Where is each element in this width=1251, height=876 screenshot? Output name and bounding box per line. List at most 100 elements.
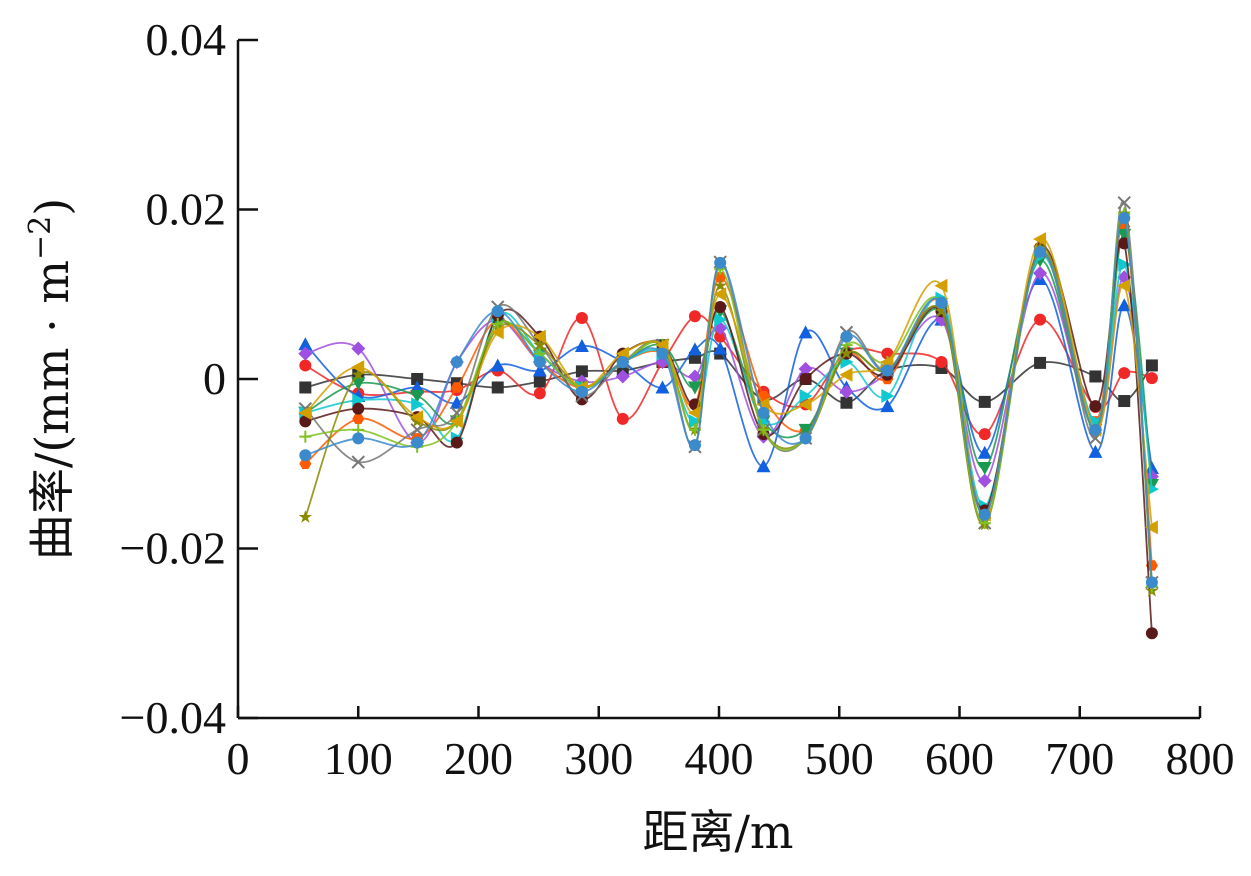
axes-layer: 0 100 200 300 400 500 600 700 800 0.04 0.02 0 −0.02 −…	[120, 14, 1235, 784]
x-tick-label: 700	[1045, 733, 1114, 784]
data-point	[798, 423, 813, 437]
data-point	[410, 423, 424, 437]
data-point	[978, 428, 991, 441]
data-point	[533, 356, 546, 369]
data-point	[533, 338, 547, 351]
data-point	[978, 508, 991, 521]
x-tick-label: 500	[805, 733, 874, 784]
x-tick-label: 300	[564, 733, 633, 784]
data-point	[1088, 444, 1103, 458]
data-point	[299, 381, 312, 394]
data-point	[935, 356, 948, 369]
data-point	[757, 423, 770, 436]
data-point	[1089, 423, 1102, 436]
data-point	[935, 296, 948, 309]
x-tick-label: 200	[444, 733, 513, 784]
data-point	[298, 405, 312, 420]
data-point	[616, 356, 629, 369]
data-point	[351, 377, 366, 391]
data-point	[491, 305, 504, 318]
data-point	[713, 287, 727, 302]
data-point	[1089, 400, 1102, 413]
data-point	[411, 373, 424, 385]
data-point	[1145, 576, 1158, 589]
data-point	[1145, 627, 1158, 640]
data-point	[713, 278, 727, 292]
series-line	[304, 210, 1153, 591]
y-tick-label: −0.04	[120, 692, 226, 743]
data-point	[1144, 520, 1158, 535]
data-point	[351, 360, 365, 375]
data-point	[881, 347, 894, 360]
data-point	[977, 473, 992, 488]
y-tick-label: 0.02	[146, 184, 227, 235]
data-point	[1034, 313, 1047, 326]
data-point	[351, 455, 365, 469]
data-point	[840, 396, 853, 409]
series-s11	[299, 207, 1158, 593]
data-point	[411, 397, 425, 412]
data-point	[532, 329, 546, 344]
data-point	[839, 367, 853, 382]
data-point	[799, 373, 812, 385]
data-point	[491, 381, 504, 394]
data-point	[351, 341, 366, 356]
x-tick-label: 400	[685, 733, 754, 784]
data-point	[840, 330, 853, 343]
data-point	[298, 346, 313, 361]
data-point	[1118, 257, 1132, 272]
data-point	[687, 342, 702, 356]
data-point	[1118, 395, 1131, 408]
series-line	[305, 350, 1153, 404]
data-point	[299, 449, 312, 462]
data-point	[881, 388, 895, 403]
data-point	[449, 414, 463, 429]
series-s13	[299, 211, 1158, 589]
data-point	[1145, 560, 1158, 571]
data-point	[411, 436, 424, 449]
x-tick-label: 100	[324, 733, 393, 784]
data-point	[299, 430, 312, 443]
data-point	[298, 337, 313, 351]
data-point	[1033, 266, 1048, 281]
data-point	[1118, 367, 1131, 380]
data-point	[352, 402, 365, 415]
data-point	[491, 317, 504, 330]
data-point	[977, 461, 992, 475]
data-point	[839, 346, 854, 360]
data-point	[839, 384, 854, 399]
data-point	[1144, 460, 1159, 474]
data-point	[1117, 278, 1131, 293]
data-point	[1118, 237, 1131, 250]
y-tick-label: 0	[203, 353, 226, 404]
data-point	[714, 300, 727, 313]
series-line	[305, 215, 1153, 583]
data-point	[298, 510, 312, 523]
series-line	[304, 237, 1153, 528]
data-point	[687, 381, 702, 395]
data-point	[881, 364, 894, 377]
data-point	[450, 382, 463, 393]
data-point	[490, 325, 504, 340]
data-point	[575, 365, 588, 378]
data-point	[798, 397, 812, 412]
data-point	[934, 278, 948, 293]
data-point	[799, 432, 812, 445]
data-point	[655, 380, 670, 394]
data-point	[1117, 298, 1132, 312]
data-point	[1145, 372, 1158, 385]
data-point	[798, 361, 813, 376]
data-point	[1145, 359, 1158, 372]
data-point	[656, 347, 669, 360]
data-point	[410, 410, 424, 425]
x-tick-label: 0	[227, 733, 250, 784]
data-point	[351, 367, 365, 381]
data-point	[575, 311, 588, 324]
y-axis-title: 曲率/(mm · m−2)	[23, 198, 79, 560]
x-axis-title: 距离/m	[642, 805, 793, 859]
data-point	[714, 312, 728, 327]
data-point	[615, 369, 630, 384]
data-point	[977, 445, 992, 459]
data-point	[1089, 370, 1102, 383]
